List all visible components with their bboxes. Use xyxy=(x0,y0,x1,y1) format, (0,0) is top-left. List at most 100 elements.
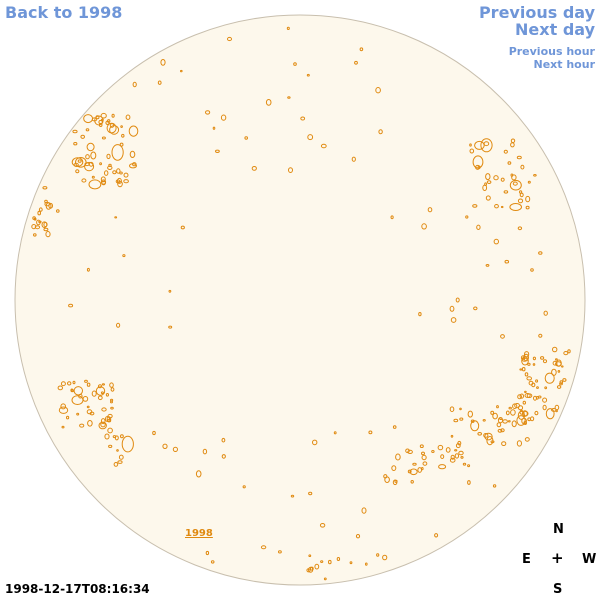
contour-speck xyxy=(101,136,106,140)
contour-speck xyxy=(527,362,531,366)
contour-speck xyxy=(87,420,93,427)
contour-speck xyxy=(500,177,505,182)
contour-speck xyxy=(526,376,533,381)
contour-speck xyxy=(524,437,530,442)
contour-speck xyxy=(43,221,48,228)
contour-speck xyxy=(467,410,473,418)
contour-speck xyxy=(73,162,79,167)
compass-center-mark: + xyxy=(551,549,564,567)
contour-speck xyxy=(511,420,517,428)
contour-speck xyxy=(520,164,525,170)
contour-speck xyxy=(38,220,42,224)
contour-speck xyxy=(407,469,412,474)
contour-speck xyxy=(410,480,414,484)
contour-speck xyxy=(37,210,42,216)
contour-speck xyxy=(85,154,90,160)
contour-speck xyxy=(220,114,227,121)
contour-speck xyxy=(490,410,495,415)
contour-speck xyxy=(421,223,427,230)
contour-speck xyxy=(57,385,63,391)
contour-speck xyxy=(536,386,539,389)
contour-speck xyxy=(555,358,558,361)
contour-speck xyxy=(559,380,564,385)
contour-speck xyxy=(490,440,495,444)
contour-speck xyxy=(319,523,326,528)
contour-speck xyxy=(180,69,183,73)
contour-speck xyxy=(455,297,460,303)
contour-speck xyxy=(500,334,505,339)
contour-speck xyxy=(72,129,78,134)
contour-speck xyxy=(106,416,112,423)
contour-speck xyxy=(68,303,74,308)
contour-speck xyxy=(99,162,102,166)
contour-speck xyxy=(480,138,493,153)
contour-speck xyxy=(77,159,82,163)
contour-speck xyxy=(308,491,313,496)
contour-speck xyxy=(58,406,69,414)
contour-speck xyxy=(76,412,80,416)
contour-speck xyxy=(449,406,455,413)
year-link-1998[interactable]: 1998 xyxy=(185,528,213,539)
contour-speck xyxy=(535,379,539,383)
contour-speck xyxy=(300,116,306,121)
next-day-link[interactable]: Next day xyxy=(515,20,595,39)
compass-east-label: E xyxy=(522,552,531,567)
contour-speck xyxy=(540,356,545,360)
contour-speck xyxy=(449,305,455,312)
previous-day-link[interactable]: Previous day xyxy=(478,3,595,22)
contour-speck xyxy=(524,393,531,398)
contour-speck xyxy=(460,456,464,459)
contour-speck xyxy=(56,209,60,213)
previous-hour-link[interactable]: Previous hour xyxy=(508,45,595,58)
contour-speck xyxy=(48,202,54,209)
contour-speck xyxy=(535,396,539,400)
contour-speck xyxy=(484,182,488,186)
contour-speck xyxy=(521,367,526,372)
next-hour-link[interactable]: Next hour xyxy=(533,58,596,71)
contour-speck xyxy=(523,410,529,417)
contour-speck xyxy=(421,454,427,461)
contour-speck xyxy=(108,163,112,167)
contour-speck xyxy=(122,254,126,258)
contour-speck xyxy=(508,406,512,410)
contour-speck xyxy=(472,204,478,208)
contour-speck xyxy=(361,507,367,514)
contour-speck xyxy=(497,428,503,433)
contour-speck xyxy=(82,396,89,402)
contour-speck xyxy=(227,36,232,42)
contour-speck xyxy=(483,433,489,438)
contour-speck xyxy=(97,384,103,389)
back-to-year-link[interactable]: Back to 1998 xyxy=(5,3,123,22)
contour-speck xyxy=(205,550,210,556)
contour-speck xyxy=(101,180,106,186)
contour-speck xyxy=(501,441,507,447)
contour-speck xyxy=(160,59,166,66)
contour-speck xyxy=(527,417,532,422)
contour-speck xyxy=(431,450,435,453)
contour-speck xyxy=(120,125,123,128)
contour-speck xyxy=(390,215,394,220)
contour-speck xyxy=(500,428,505,433)
contour-speck xyxy=(72,380,76,385)
contour-speck xyxy=(542,359,548,364)
contour-speck xyxy=(485,195,491,201)
contour-speck xyxy=(125,114,131,120)
contour-speck xyxy=(434,533,439,538)
contour-speck xyxy=(492,484,497,488)
contour-speck xyxy=(105,393,110,397)
contour-speck xyxy=(349,561,353,565)
contour-speck xyxy=(438,464,447,470)
contour-speck xyxy=(288,167,293,174)
contour-speck xyxy=(543,310,548,316)
contour-speck xyxy=(375,87,381,94)
contour-speck xyxy=(293,62,297,66)
contour-speck xyxy=(485,264,490,267)
contour-speck xyxy=(308,554,312,558)
contour-speck xyxy=(85,128,90,132)
contour-speck xyxy=(195,470,202,478)
contour-speck xyxy=(378,129,383,135)
magnetic-contours xyxy=(31,26,571,581)
contour-speck xyxy=(552,346,558,353)
contour-speck xyxy=(45,202,52,210)
contour-speck xyxy=(542,404,547,411)
